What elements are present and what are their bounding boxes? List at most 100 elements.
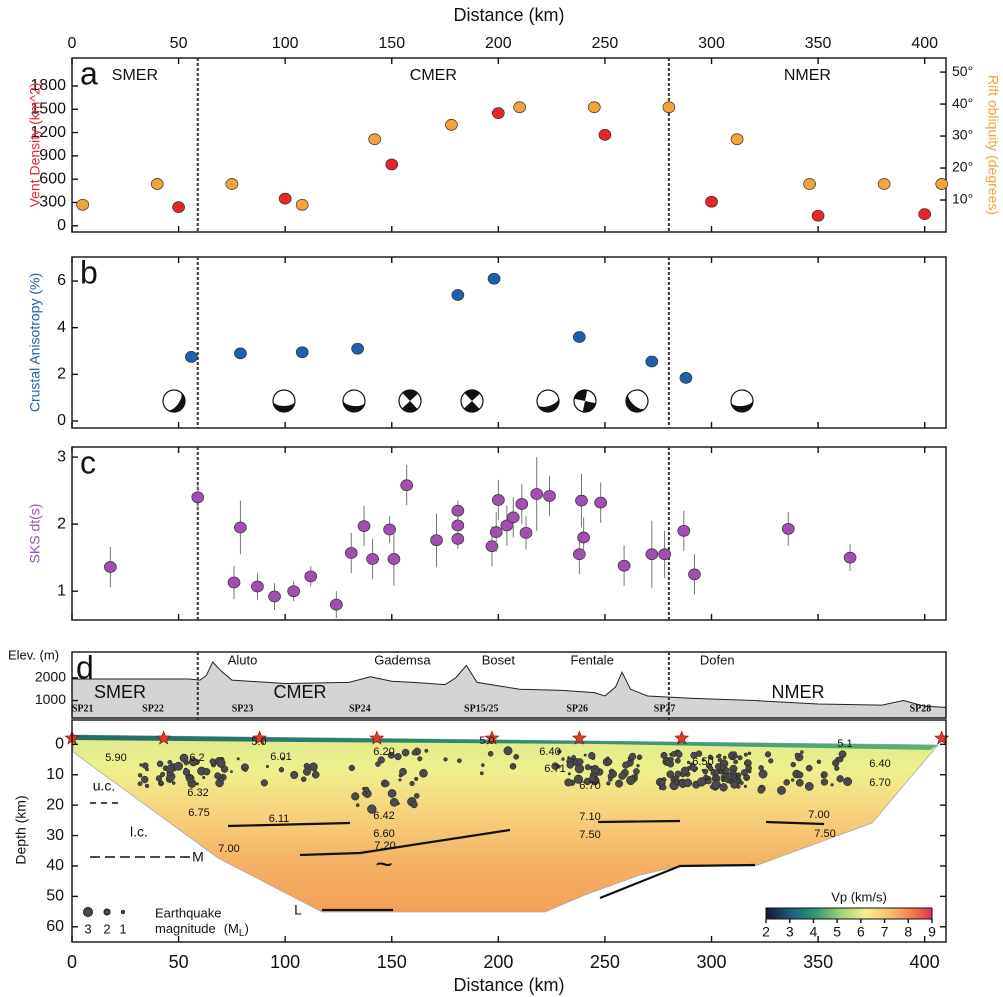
earthquake — [401, 748, 410, 757]
velocity-label: 7.50 — [579, 829, 600, 841]
velocity-label: 5.0 — [479, 735, 494, 747]
data-point — [513, 101, 527, 114]
volcano-star — [156, 730, 172, 745]
x-tick-label: 400 — [911, 35, 938, 52]
data-point — [368, 133, 382, 146]
velocity-label: 6.2 — [189, 752, 204, 764]
velocity-label: 6.70 — [869, 777, 890, 789]
earthquake — [709, 755, 714, 760]
earthquake — [674, 757, 681, 764]
x-tick-label: 50 — [170, 35, 188, 52]
data-point — [572, 331, 586, 343]
data-point — [295, 346, 309, 359]
earthquake — [713, 769, 720, 776]
data-point — [658, 548, 671, 561]
earthquake — [733, 759, 739, 765]
focal-mechanism — [342, 389, 366, 413]
earthquake — [830, 783, 834, 787]
colorbar — [765, 907, 933, 920]
data-point — [587, 101, 601, 114]
earthquake — [588, 751, 596, 760]
data-point — [234, 347, 247, 360]
data-point — [918, 208, 932, 220]
earthquake — [730, 780, 739, 789]
earthquake — [137, 773, 143, 778]
focal-half — [273, 401, 295, 412]
earthquake — [179, 753, 189, 763]
y-tick-label: 2 — [57, 515, 66, 532]
earthquake — [795, 778, 804, 787]
earthquake — [790, 761, 796, 768]
data-point — [489, 526, 503, 539]
earthquake — [588, 775, 597, 783]
earthquake — [355, 803, 360, 808]
velocity-label: 6.11 — [269, 813, 290, 825]
data-point — [430, 534, 443, 547]
data-point — [811, 209, 825, 222]
data-point — [451, 289, 465, 301]
focal-mechanism — [573, 389, 597, 413]
data-point — [688, 568, 701, 581]
place-label: Gademsa — [374, 652, 431, 667]
x-tick-label: 200 — [483, 952, 513, 972]
velocity-label: 6.42 — [373, 810, 394, 822]
earthquake — [137, 781, 143, 787]
interface-line — [299, 828, 511, 857]
layer-label: L — [294, 902, 302, 918]
focal-quadrant — [401, 390, 419, 412]
earthquake — [665, 759, 671, 766]
panel-label: a — [80, 55, 98, 91]
place-label: Dofen — [700, 652, 735, 667]
focal-mechanism — [625, 389, 649, 413]
velocity-label: 7.20 — [374, 840, 395, 852]
earthquake — [414, 776, 419, 781]
earthquake — [836, 775, 844, 783]
earthquake — [743, 784, 748, 789]
earthquake — [409, 780, 415, 787]
velocity-label: 6.40 — [539, 746, 560, 758]
earthquake — [309, 762, 318, 772]
earthquake — [398, 778, 402, 782]
earthquake — [675, 750, 683, 758]
data-point — [572, 548, 586, 561]
data-point — [287, 585, 301, 598]
velocity-label: 6.70 — [579, 780, 600, 792]
earthquake — [243, 767, 248, 772]
earthquake — [695, 750, 703, 757]
shot-point-label: SP28 — [910, 703, 932, 714]
earthquake — [764, 751, 772, 758]
data-point — [705, 195, 718, 208]
earthquake — [411, 750, 418, 756]
earthquake — [389, 797, 399, 807]
earthquake — [743, 752, 748, 757]
data-point — [104, 561, 117, 573]
earthquake — [783, 779, 790, 786]
volcano-star — [369, 730, 385, 745]
data-point — [877, 178, 891, 190]
earthquake — [195, 782, 199, 786]
earthquake — [203, 768, 211, 776]
earthquake — [564, 778, 573, 787]
region-label: CMER — [410, 67, 457, 84]
data-point — [530, 488, 544, 500]
data-point — [598, 129, 612, 141]
data-point — [491, 107, 505, 120]
earthquake — [290, 770, 299, 780]
data-point — [304, 570, 318, 583]
shot-point-label: SP27 — [654, 703, 676, 714]
focal-mechanism — [536, 389, 560, 413]
data-point — [781, 522, 795, 535]
data-point — [515, 498, 529, 510]
data-point — [150, 178, 164, 190]
data-point — [543, 490, 556, 502]
earthquake — [722, 778, 726, 782]
velocity-label: 5.0 — [251, 736, 266, 748]
earthquake — [159, 780, 164, 785]
region-label: SMER — [112, 67, 158, 84]
y-tick-label: 900 — [39, 147, 66, 164]
volcano-star — [252, 730, 267, 745]
section-frame — [71, 719, 947, 943]
earthquake — [633, 768, 640, 775]
focal-half — [537, 397, 559, 412]
y-tick-label: 20 — [46, 796, 64, 813]
